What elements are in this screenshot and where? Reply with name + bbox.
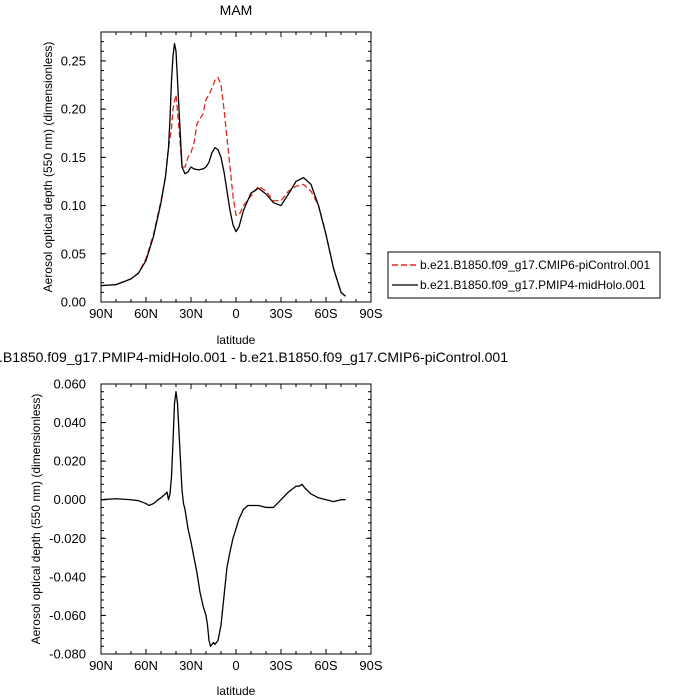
- top-series-line-1: [100, 42, 346, 297]
- top-panel: MAM 90N 60N 30N 0 30S 60S 90S 0.00 0.05 0.10 0.15 0…: [41, 2, 383, 347]
- bottom-series-line-0: [100, 391, 346, 647]
- top-xtick-label: 60S: [314, 306, 337, 321]
- top-xtick-label: 30N: [179, 306, 203, 321]
- top-panel-title: MAM: [220, 2, 253, 18]
- top-panel-frame: [100, 31, 372, 303]
- top-series-line-0: [100, 76, 346, 297]
- top-ytick-label: 0.15: [61, 150, 86, 165]
- top-panel-ylabel: Aerosol optical depth (550 nm) (dimensio…: [41, 42, 55, 293]
- bottom-xtick-label: 90S: [359, 658, 382, 673]
- bottom-panel-frame: [100, 383, 372, 655]
- bottom-ytick-label: 0.000: [53, 492, 86, 507]
- bottom-xtick-label: 30S: [269, 658, 292, 673]
- legend-entry-midholo: b.e21.B1850.f09_g17.PMIP4-midHolo.001: [420, 278, 646, 292]
- legend: b.e21.B1850.f09_g17.CMIP6-piControl.001 …: [387, 251, 661, 299]
- top-xtick-label: 90S: [359, 306, 382, 321]
- bottom-xtick-label: 90N: [89, 658, 113, 673]
- top-panel-xlabel: latitude: [217, 333, 256, 347]
- bottom-ytick-label: 0.060: [53, 377, 86, 392]
- top-ytick-label: 0.05: [61, 246, 86, 261]
- bottom-ytick-label: 0.020: [53, 454, 86, 469]
- bottom-xtick-label: 60N: [134, 658, 158, 673]
- top-xtick-label: 90N: [89, 306, 113, 321]
- top-ytick-label: 0.25: [61, 53, 86, 68]
- bottom-ytick-label: -0.080: [49, 647, 86, 662]
- bottom-xtick-label: 30N: [179, 658, 203, 673]
- legend-entry-picontrol: b.e21.B1850.f09_g17.CMIP6-piControl.001: [420, 258, 650, 272]
- bottom-ytick-label: 0.040: [53, 415, 86, 430]
- top-ytick-label: 0.10: [61, 198, 86, 213]
- top-xtick-label: 60N: [134, 306, 158, 321]
- top-ytick-label: 0.20: [61, 102, 86, 117]
- legend-box: [387, 251, 661, 299]
- bottom-xtick-label: 60S: [314, 658, 337, 673]
- bottom-xtick-label: 0: [232, 658, 239, 673]
- top-xtick-label: 30S: [269, 306, 292, 321]
- bottom-ytick-label: -0.020: [49, 531, 86, 546]
- top-xtick-label: 0: [232, 306, 239, 321]
- bottom-panel-xlabel: latitude: [217, 684, 256, 698]
- bottom-panel-title: b.e21.B1850.f09_g17.PMIP4-midHolo.001 - …: [0, 349, 508, 365]
- bottom-panel-ylabel: Aerosol optical depth (550 nm) (dimensio…: [29, 394, 43, 645]
- bottom-ytick-label: -0.060: [49, 608, 86, 623]
- bottom-ytick-label: -0.040: [49, 569, 86, 584]
- bottom-panel: b.e21.B1850.f09_g17.PMIP4-midHolo.001 - …: [0, 349, 508, 698]
- top-ytick-label: 0.00: [61, 295, 86, 310]
